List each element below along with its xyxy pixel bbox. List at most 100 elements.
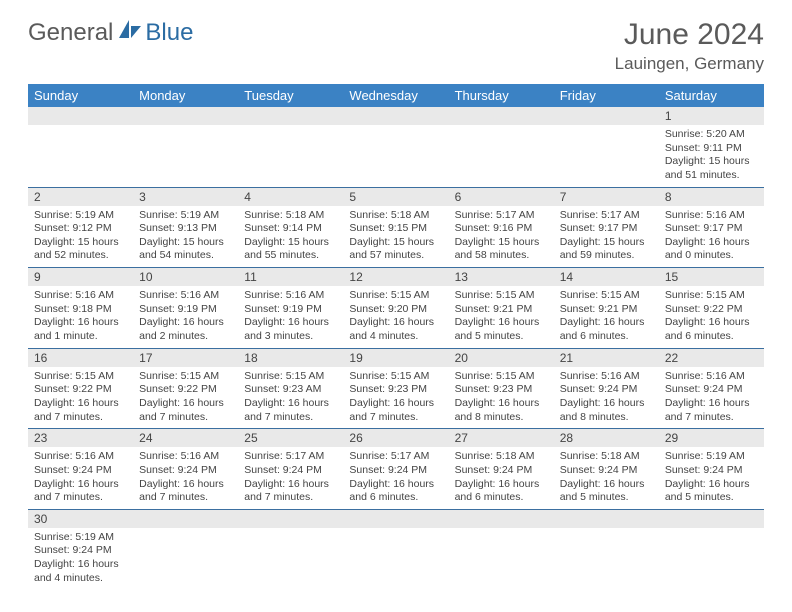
- day-number: 19: [343, 349, 448, 367]
- sail-icon: [117, 18, 143, 47]
- calendar-cell: 22Sunrise: 5:16 AMSunset: 9:24 PMDayligh…: [659, 348, 764, 429]
- daylight-text: Daylight: 16 hours and 7 minutes.: [139, 478, 232, 505]
- calendar-cell: [133, 107, 238, 187]
- calendar-cell: 26Sunrise: 5:17 AMSunset: 9:24 PMDayligh…: [343, 429, 448, 510]
- calendar-cell: 27Sunrise: 5:18 AMSunset: 9:24 PMDayligh…: [449, 429, 554, 510]
- day-header: Saturday: [659, 84, 764, 107]
- day-body: Sunrise: 5:20 AMSunset: 9:11 PMDaylight:…: [659, 125, 764, 187]
- day-body: [554, 528, 659, 578]
- day-number: [449, 107, 554, 125]
- daylight-text: Daylight: 15 hours and 59 minutes.: [560, 236, 653, 263]
- sunset-text: Sunset: 9:15 PM: [349, 222, 442, 236]
- day-number: 20: [449, 349, 554, 367]
- sunset-text: Sunset: 9:24 PM: [349, 464, 442, 478]
- day-number: [133, 510, 238, 528]
- day-number: 28: [554, 429, 659, 447]
- calendar-cell: 4Sunrise: 5:18 AMSunset: 9:14 PMDaylight…: [238, 187, 343, 268]
- sunrise-text: Sunrise: 5:16 AM: [244, 289, 337, 303]
- sunset-text: Sunset: 9:19 PM: [244, 303, 337, 317]
- calendar-cell: 5Sunrise: 5:18 AMSunset: 9:15 PMDaylight…: [343, 187, 448, 268]
- calendar-row: 9Sunrise: 5:16 AMSunset: 9:18 PMDaylight…: [28, 268, 764, 349]
- day-number: 29: [659, 429, 764, 447]
- sunset-text: Sunset: 9:24 PM: [34, 544, 127, 558]
- day-body: [28, 125, 133, 175]
- calendar-cell: 24Sunrise: 5:16 AMSunset: 9:24 PMDayligh…: [133, 429, 238, 510]
- day-number: [238, 510, 343, 528]
- calendar-cell: [449, 107, 554, 187]
- sunset-text: Sunset: 9:18 PM: [34, 303, 127, 317]
- sunset-text: Sunset: 9:22 PM: [665, 303, 758, 317]
- day-number: 16: [28, 349, 133, 367]
- day-body: Sunrise: 5:15 AMSunset: 9:20 PMDaylight:…: [343, 286, 448, 348]
- day-number: 11: [238, 268, 343, 286]
- sunset-text: Sunset: 9:24 PM: [455, 464, 548, 478]
- sunset-text: Sunset: 9:20 PM: [349, 303, 442, 317]
- calendar-cell: 18Sunrise: 5:15 AMSunset: 9:23 AMDayligh…: [238, 348, 343, 429]
- calendar-cell: 25Sunrise: 5:17 AMSunset: 9:24 PMDayligh…: [238, 429, 343, 510]
- sunrise-text: Sunrise: 5:20 AM: [665, 128, 758, 142]
- day-number: 7: [554, 188, 659, 206]
- sunset-text: Sunset: 9:24 PM: [665, 383, 758, 397]
- brand-part2: Blue: [145, 19, 193, 47]
- day-number: [238, 107, 343, 125]
- sunset-text: Sunset: 9:17 PM: [560, 222, 653, 236]
- day-body: Sunrise: 5:16 AMSunset: 9:24 PMDaylight:…: [554, 367, 659, 429]
- daylight-text: Daylight: 15 hours and 52 minutes.: [34, 236, 127, 263]
- sunrise-text: Sunrise: 5:17 AM: [244, 450, 337, 464]
- day-body: [238, 528, 343, 578]
- sunset-text: Sunset: 9:12 PM: [34, 222, 127, 236]
- page-header: General Blue June 2024 Lauingen, Germany: [28, 18, 764, 74]
- day-number: [554, 107, 659, 125]
- day-number: 21: [554, 349, 659, 367]
- sunset-text: Sunset: 9:17 PM: [665, 222, 758, 236]
- calendar-row: 2Sunrise: 5:19 AMSunset: 9:12 PMDaylight…: [28, 187, 764, 268]
- daylight-text: Daylight: 16 hours and 0 minutes.: [665, 236, 758, 263]
- sunrise-text: Sunrise: 5:16 AM: [665, 209, 758, 223]
- sunrise-text: Sunrise: 5:18 AM: [560, 450, 653, 464]
- daylight-text: Daylight: 16 hours and 7 minutes.: [34, 397, 127, 424]
- daylight-text: Daylight: 16 hours and 6 minutes.: [455, 478, 548, 505]
- day-body: [449, 125, 554, 175]
- day-number: 5: [343, 188, 448, 206]
- day-number: 8: [659, 188, 764, 206]
- day-number: 26: [343, 429, 448, 447]
- calendar-cell: 29Sunrise: 5:19 AMSunset: 9:24 PMDayligh…: [659, 429, 764, 510]
- daylight-text: Daylight: 16 hours and 3 minutes.: [244, 316, 337, 343]
- day-body: Sunrise: 5:16 AMSunset: 9:24 PMDaylight:…: [133, 447, 238, 509]
- day-number: 15: [659, 268, 764, 286]
- day-number: 10: [133, 268, 238, 286]
- day-body: Sunrise: 5:15 AMSunset: 9:22 PMDaylight:…: [28, 367, 133, 429]
- calendar-cell: 10Sunrise: 5:16 AMSunset: 9:19 PMDayligh…: [133, 268, 238, 349]
- day-header: Thursday: [449, 84, 554, 107]
- calendar-cell: 15Sunrise: 5:15 AMSunset: 9:22 PMDayligh…: [659, 268, 764, 349]
- calendar-table: Sunday Monday Tuesday Wednesday Thursday…: [28, 84, 764, 589]
- day-body: [343, 528, 448, 578]
- sunset-text: Sunset: 9:14 PM: [244, 222, 337, 236]
- sunrise-text: Sunrise: 5:19 AM: [139, 209, 232, 223]
- day-body: Sunrise: 5:17 AMSunset: 9:16 PMDaylight:…: [449, 206, 554, 268]
- sunset-text: Sunset: 9:24 PM: [139, 464, 232, 478]
- daylight-text: Daylight: 16 hours and 7 minutes.: [139, 397, 232, 424]
- day-body: Sunrise: 5:18 AMSunset: 9:14 PMDaylight:…: [238, 206, 343, 268]
- sunset-text: Sunset: 9:11 PM: [665, 142, 758, 156]
- daylight-text: Daylight: 15 hours and 55 minutes.: [244, 236, 337, 263]
- sunrise-text: Sunrise: 5:17 AM: [455, 209, 548, 223]
- day-body: Sunrise: 5:17 AMSunset: 9:24 PMDaylight:…: [238, 447, 343, 509]
- daylight-text: Daylight: 16 hours and 5 minutes.: [665, 478, 758, 505]
- calendar-cell: 11 Sunrise: 5:16 AMSunset: 9:19 PMDayligh…: [238, 268, 343, 349]
- sunset-text: Sunset: 9:23 AM: [244, 383, 337, 397]
- calendar-cell: 23Sunrise: 5:16 AMSunset: 9:24 PMDayligh…: [28, 429, 133, 510]
- title-block: June 2024 Lauingen, Germany: [615, 18, 764, 74]
- day-body: Sunrise: 5:19 AMSunset: 9:13 PMDaylight:…: [133, 206, 238, 268]
- day-body: Sunrise: 5:16 AMSunset: 9:24 PMDaylight:…: [28, 447, 133, 509]
- sunrise-text: Sunrise: 5:16 AM: [34, 450, 127, 464]
- day-number: 1: [659, 107, 764, 125]
- day-body: Sunrise: 5:17 AMSunset: 9:24 PMDaylight:…: [343, 447, 448, 509]
- day-number: [554, 510, 659, 528]
- sunrise-text: Sunrise: 5:15 AM: [349, 289, 442, 303]
- calendar-cell: 12Sunrise: 5:15 AMSunset: 9:20 PMDayligh…: [343, 268, 448, 349]
- day-number: 25: [238, 429, 343, 447]
- daylight-text: Daylight: 16 hours and 6 minutes.: [560, 316, 653, 343]
- day-number: 24: [133, 429, 238, 447]
- sunrise-text: Sunrise: 5:16 AM: [139, 450, 232, 464]
